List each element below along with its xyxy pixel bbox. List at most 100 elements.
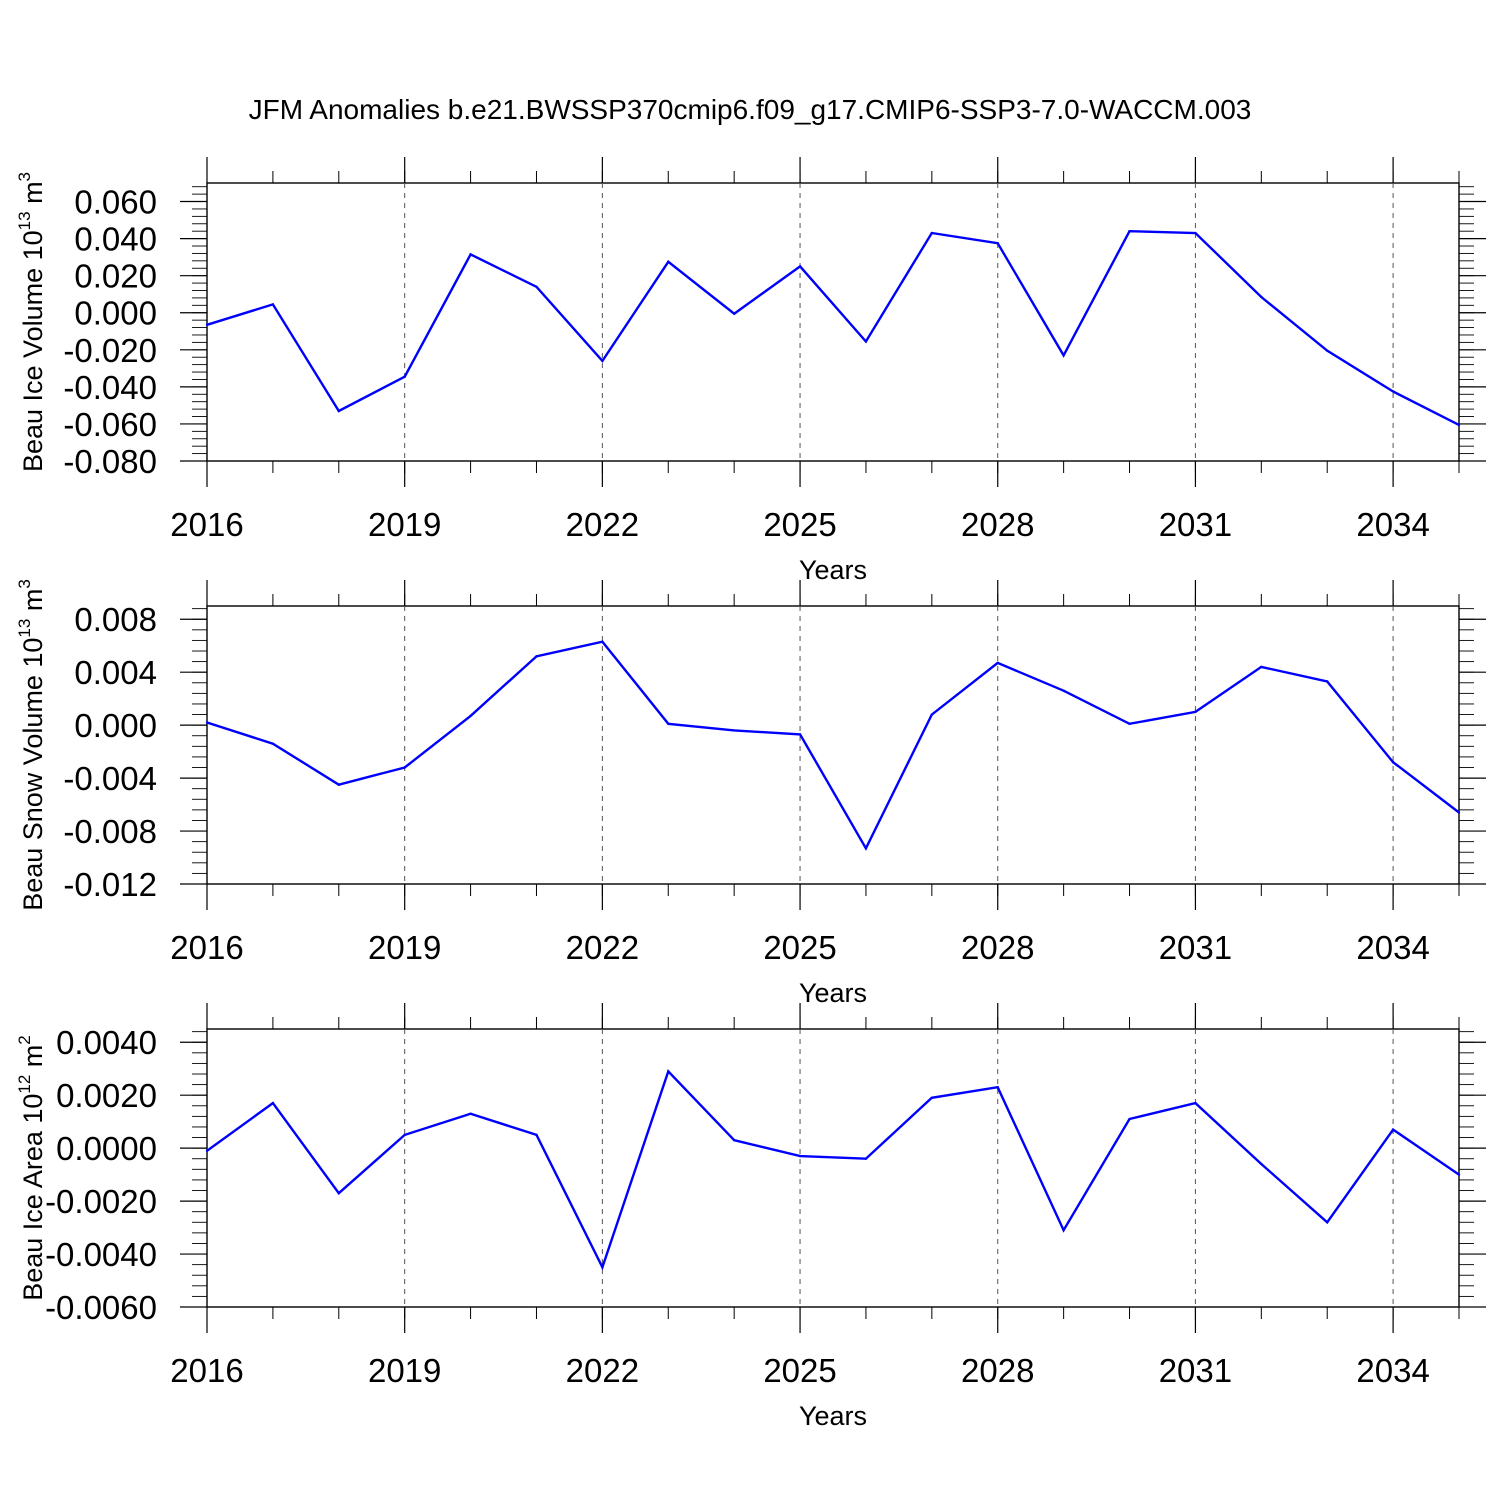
x-tick-label: 2034 — [1356, 929, 1429, 966]
y-tick-label: 0.008 — [74, 601, 157, 638]
y-axis-label-unit-exponent: 2 — [15, 1035, 34, 1044]
data-point — [601, 1266, 604, 1269]
y-tick-label: 0.000 — [74, 707, 157, 744]
data-point — [732, 1139, 736, 1142]
y-axis-label-exponent: 12 — [15, 1075, 34, 1094]
data-point — [1128, 1117, 1131, 1121]
data-point — [732, 312, 736, 315]
data-point — [996, 661, 999, 665]
figure-title: JFM Anomalies b.e21.BWSSP370cmip6.f09_g1… — [249, 94, 1252, 125]
data-point — [469, 253, 472, 256]
data-point — [1326, 680, 1329, 683]
data-point — [1326, 1221, 1329, 1224]
x-tick-label: 2025 — [763, 929, 836, 966]
y-axis-label-text: Beau Ice Volume 10 — [18, 230, 48, 472]
plot-frame — [206, 605, 1460, 885]
y-tick-label: -0.060 — [63, 406, 157, 443]
data-point — [1062, 689, 1065, 692]
data-point — [930, 713, 934, 716]
x-axis-label: Years — [799, 555, 867, 585]
x-axis-label: Years — [799, 1401, 867, 1431]
data-point — [864, 847, 868, 850]
x-tick-label: 2034 — [1356, 506, 1429, 543]
panel-2: 2016 2019 2022 2025 2028 2031 2034 0.008 0.004 0.… — [15, 579, 1486, 1008]
data-point — [205, 721, 209, 724]
data-point — [798, 1154, 802, 1158]
data-point — [1062, 354, 1065, 357]
x-tick-label: 2016 — [170, 506, 243, 543]
y-axis-label: Beau Ice Area 1012 m2 — [15, 1035, 48, 1301]
data-point — [403, 1133, 406, 1137]
x-tick-label: 2019 — [368, 1352, 441, 1389]
data-point — [271, 742, 275, 745]
y-tick-label: -0.0060 — [45, 1289, 157, 1326]
data-point — [535, 655, 538, 658]
y-axis-label-text: Beau Snow Volume 10 — [18, 638, 48, 911]
data-point — [1194, 231, 1197, 235]
data-point — [337, 783, 340, 786]
x-tick-label: 2028 — [961, 506, 1034, 543]
y-tick-label: 0.020 — [74, 258, 157, 295]
x-tick-label: 2034 — [1356, 1352, 1429, 1389]
data-point — [271, 1101, 275, 1105]
data-point — [205, 323, 209, 326]
y-axis-label-unit: m — [18, 589, 48, 619]
x-tick-label: 2031 — [1159, 1352, 1232, 1389]
x-tick-label: 2016 — [170, 929, 243, 966]
y-tick-label: 0.0040 — [56, 1024, 157, 1061]
y-axis-label-unit-exponent: 3 — [15, 579, 34, 588]
data-point — [535, 285, 538, 288]
y-tick-label: 0.060 — [74, 184, 157, 221]
data-point — [732, 729, 736, 732]
data-point — [798, 265, 802, 268]
data-point — [1391, 390, 1395, 393]
x-tick-label: 2019 — [368, 929, 441, 966]
x-axis-label: Years — [799, 978, 867, 1008]
y-tick-label: -0.080 — [63, 443, 157, 480]
x-tick-label: 2019 — [368, 506, 441, 543]
y-axis-label-exponent: 13 — [15, 211, 34, 230]
y-tick-label: 0.0000 — [56, 1130, 157, 1167]
y-tick-label: -0.0040 — [45, 1236, 157, 1273]
data-point — [535, 1133, 538, 1137]
x-tick-label: 2031 — [1159, 506, 1232, 543]
data-point — [337, 1191, 340, 1195]
data-point — [1457, 811, 1461, 814]
data-point — [930, 231, 934, 235]
series-line-1 — [206, 1069, 1460, 1271]
data-point — [1391, 1128, 1395, 1131]
x-tick-label: 2022 — [566, 929, 639, 966]
data-point — [1194, 710, 1197, 714]
plot-frame — [206, 1028, 1460, 1308]
y-tick-label: -0.012 — [63, 866, 157, 903]
data-point — [667, 260, 670, 263]
y-axis-label-unit-exponent: 3 — [15, 172, 34, 181]
x-tick-label: 2016 — [170, 1352, 243, 1389]
data-point — [601, 640, 604, 643]
data-point — [996, 1086, 999, 1089]
y-axis-label-text: Beau Ice Area 10 — [18, 1094, 48, 1301]
series-line-1 — [206, 640, 1460, 851]
y-axis-label: Beau Ice Volume 1013 m3 — [15, 172, 48, 472]
data-point — [1457, 1173, 1461, 1176]
x-tick-label: 2028 — [961, 929, 1034, 966]
y-tick-label: -0.004 — [63, 760, 157, 797]
panel-1: 2016 2019 2022 2025 2028 2031 20340.0600.0400.… — [15, 157, 1486, 585]
data-point — [1194, 1101, 1197, 1105]
data-point — [1326, 349, 1329, 352]
x-tick-label: 2025 — [763, 1352, 836, 1389]
data-point — [1260, 1162, 1263, 1166]
data-point — [996, 242, 999, 245]
data-point — [864, 340, 868, 343]
y-tick-label: 0.040 — [74, 221, 157, 258]
y-axis-label-unit: m — [18, 181, 48, 211]
data-point — [1128, 229, 1131, 233]
panel-3: 2016 2019 2022 2025 2028 2031 2034 0.0040 0.0020… — [15, 1003, 1486, 1431]
data-point — [601, 359, 604, 363]
y-tick-label: -0.0020 — [45, 1183, 157, 1220]
x-tick-label: 2031 — [1159, 929, 1232, 966]
data-point — [667, 1070, 670, 1073]
data-point — [864, 1157, 868, 1160]
y-tick-label: 0.000 — [74, 295, 157, 332]
